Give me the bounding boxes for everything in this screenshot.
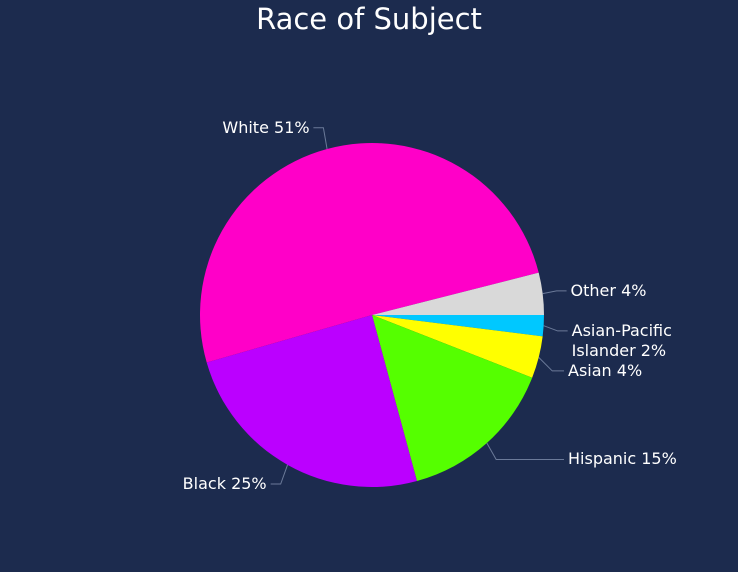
slice-label: Asian 4% [568, 361, 642, 381]
slice-label: Hispanic 15% [568, 449, 677, 469]
pie-slice [372, 315, 533, 482]
category-label: Black [182, 474, 226, 493]
category-label: White [222, 117, 269, 137]
leader-line [486, 442, 564, 460]
category-label: Hispanic [568, 449, 637, 469]
leader-line [543, 325, 568, 332]
slice-label: Other 4% [571, 281, 647, 301]
value-label: 15% [641, 449, 677, 469]
value-label: 25% [231, 474, 267, 493]
category-label: Other [570, 280, 616, 300]
category-label: Asian [568, 360, 612, 380]
leader-line [542, 290, 567, 295]
category-label: Asian-Pacific Islander [571, 320, 672, 360]
value-label: 4% [621, 280, 647, 300]
value-label: 2% [640, 340, 667, 360]
leader-line [538, 357, 564, 372]
leader-line [313, 127, 328, 150]
pie-slice [372, 315, 543, 378]
slice-label: Asian-Pacific Islander 2% [572, 321, 687, 361]
pie-slice [206, 315, 417, 487]
pie-slice [199, 142, 539, 363]
pie-slice [372, 315, 544, 337]
pie-slice [372, 272, 544, 315]
slice-label: White 51% [222, 118, 309, 138]
chart-title: Race of Subject [256, 2, 482, 36]
slice-label: Black 25% [183, 474, 267, 494]
leader-line [270, 464, 289, 485]
value-label: 4% [616, 360, 643, 380]
value-label: 51% [274, 117, 310, 137]
